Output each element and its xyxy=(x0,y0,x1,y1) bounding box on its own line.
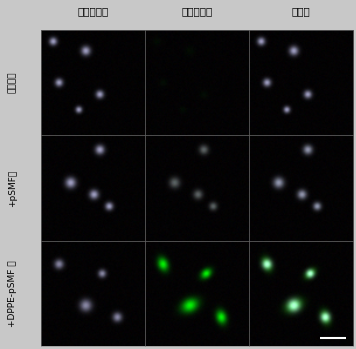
Text: 合成图: 合成图 xyxy=(292,6,310,16)
Text: +DPPE-pSMF 组: +DPPE-pSMF 组 xyxy=(8,260,17,327)
Text: 未添加组: 未添加组 xyxy=(8,72,17,93)
Text: 绿色通道图: 绿色通道图 xyxy=(182,6,213,16)
Text: +pSMF组: +pSMF组 xyxy=(8,169,17,207)
Text: 蓝色通道图: 蓝色通道图 xyxy=(77,6,109,16)
